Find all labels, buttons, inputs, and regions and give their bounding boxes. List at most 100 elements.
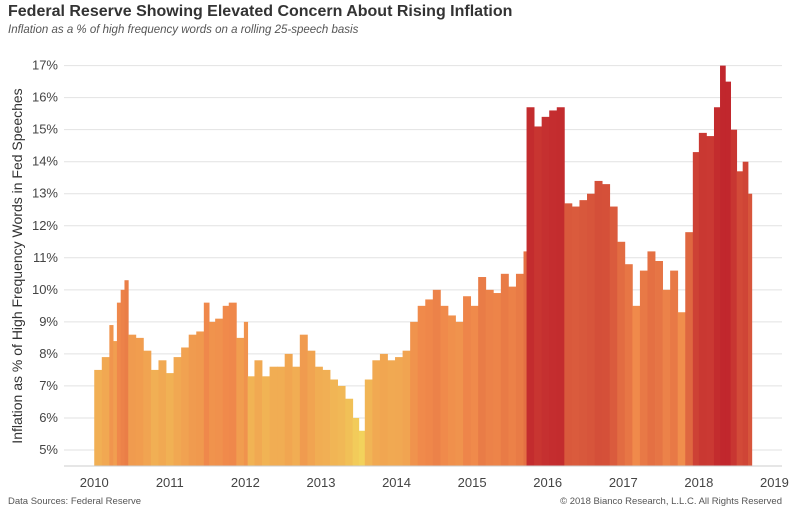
- bar: [432, 289, 441, 466]
- bar: [307, 350, 316, 466]
- bar: [372, 360, 381, 466]
- chart-subtitle: Inflation as a % of high frequency words…: [8, 24, 359, 36]
- bar: [228, 302, 237, 466]
- bar: [440, 305, 449, 466]
- bar: [94, 369, 103, 466]
- bar: [725, 81, 732, 466]
- bar: [662, 289, 671, 466]
- bar: [150, 369, 159, 466]
- bar: [243, 321, 249, 466]
- bar: [113, 341, 118, 466]
- x-tick-label: 2012: [231, 475, 260, 490]
- bar: [128, 334, 137, 466]
- bar: [109, 325, 114, 466]
- bar: [395, 357, 403, 466]
- bar: [299, 334, 308, 466]
- bar: [222, 305, 230, 466]
- bar: [379, 353, 388, 466]
- bar: [493, 293, 502, 466]
- data-source-note: Data Sources: Federal Reserve: [8, 496, 142, 507]
- bar: [447, 315, 456, 466]
- y-axis-ticks: 5% 6% 7% 8% 9% 10% 11% 12% 13% 14% 15% 16% 17%: [32, 58, 58, 457]
- bar: [500, 273, 509, 466]
- bar: [609, 206, 618, 466]
- bar: [720, 65, 726, 466]
- bar: [196, 331, 205, 466]
- bar: [337, 385, 346, 466]
- y-tick-label: 12%: [32, 218, 58, 233]
- bar: [215, 318, 224, 466]
- y-tick-label: 14%: [32, 154, 58, 169]
- bar: [713, 107, 721, 466]
- bar: [564, 203, 573, 466]
- bar: [647, 251, 656, 466]
- x-tick-label: 2013: [307, 475, 336, 490]
- bar: [277, 366, 286, 466]
- bar: [364, 379, 373, 466]
- bar: [571, 206, 580, 466]
- bar: [322, 369, 331, 466]
- bar: [345, 398, 354, 466]
- bar: [292, 366, 301, 466]
- bar: [358, 430, 366, 466]
- bar: [747, 193, 753, 466]
- bar: [158, 360, 167, 466]
- x-tick-label: 2010: [80, 475, 109, 490]
- bar: [402, 350, 411, 466]
- bar: [706, 136, 715, 466]
- bar: [188, 334, 197, 466]
- bar: [579, 200, 588, 466]
- bar: [262, 376, 270, 466]
- bar: [410, 321, 419, 466]
- bar: [166, 373, 174, 466]
- bar: [254, 360, 263, 466]
- y-tick-label: 6%: [39, 410, 58, 425]
- bar: [173, 357, 182, 466]
- bar: [556, 107, 565, 466]
- bar: [314, 366, 323, 466]
- bar: [736, 171, 744, 466]
- bar: [685, 232, 694, 466]
- y-tick-label: 11%: [33, 250, 58, 265]
- x-axis-ticks: 2010 2011 2012 2013 2014 2015 2016 2017 2018 2019: [80, 475, 789, 490]
- y-tick-label: 13%: [32, 186, 58, 201]
- y-tick-label: 10%: [32, 282, 58, 297]
- bar: [526, 107, 535, 466]
- bar: [549, 110, 558, 466]
- bar: [352, 417, 360, 466]
- bar: [135, 337, 144, 466]
- bar: [124, 280, 129, 466]
- bar: [594, 180, 603, 466]
- bar: [209, 321, 216, 466]
- bar: [742, 161, 749, 466]
- bar: [455, 321, 464, 466]
- bar: [387, 360, 396, 466]
- x-tick-label: 2017: [609, 475, 638, 490]
- x-tick-label: 2019: [760, 475, 789, 490]
- x-tick-label: 2011: [156, 475, 184, 490]
- bar: [508, 286, 517, 466]
- bar: [330, 379, 338, 466]
- y-tick-label: 7%: [39, 378, 58, 393]
- y-tick-label: 15%: [32, 122, 58, 137]
- bars: [94, 65, 753, 466]
- bar: [143, 350, 152, 466]
- bar: [515, 273, 524, 466]
- bar: [624, 264, 633, 466]
- bar: [478, 277, 487, 466]
- bar: [463, 296, 472, 466]
- y-tick-label: 5%: [39, 442, 58, 457]
- bar: [470, 305, 479, 466]
- x-tick-label: 2018: [684, 475, 713, 490]
- bar: [639, 270, 648, 466]
- x-tick-label: 2015: [458, 475, 487, 490]
- bar: [670, 270, 679, 466]
- y-tick-label: 17%: [32, 58, 58, 73]
- copyright-note: © 2018 Bianco Research, L.L.C. All Right…: [560, 496, 782, 507]
- bar: [602, 184, 611, 466]
- bar: [698, 132, 707, 466]
- y-tick-label: 9%: [39, 314, 58, 329]
- bar: [587, 193, 595, 466]
- bar: [116, 302, 122, 466]
